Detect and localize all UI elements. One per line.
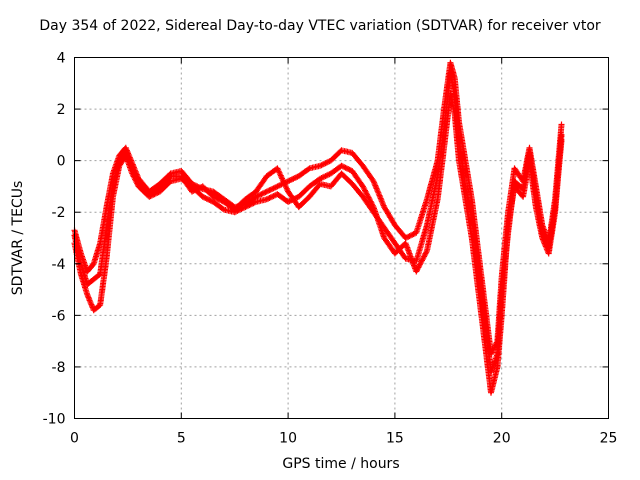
x-axis-label: GPS time / hours (282, 456, 400, 472)
series-track-c (71, 70, 565, 376)
y-tick-label: -8 (52, 360, 66, 376)
data-point (215, 196, 222, 203)
data-points (71, 59, 565, 396)
data-point (323, 159, 330, 166)
y-axis-label: SDTVAR / TECUs (10, 180, 26, 296)
data-point (558, 137, 565, 143)
x-tick-label: 15 (386, 431, 404, 447)
axis-ticks: -10 -8 -6 -4 -2 0 2 4 0 5 10 15 20 25 (43, 51, 618, 447)
data-point (342, 164, 349, 171)
data-point (213, 195, 219, 201)
y-tick-label: -2 (52, 205, 66, 221)
data-point (406, 233, 413, 240)
data-point (323, 172, 330, 179)
y-tick-label: -4 (52, 257, 66, 273)
data-point (258, 191, 265, 198)
y-tick-label: 4 (57, 51, 66, 67)
x-tick-label: 10 (279, 431, 297, 447)
x-tick-label: 25 (600, 431, 618, 447)
x-tick-label: 20 (493, 431, 511, 447)
data-point (242, 204, 249, 211)
data-point (205, 196, 211, 203)
y-tick-label: 2 (57, 102, 66, 118)
x-tick-label: 5 (177, 431, 186, 447)
y-tick-label: -10 (43, 412, 66, 428)
chart-title: Day 354 of 2022, Sidereal Day-to-day VTE… (39, 18, 601, 34)
data-point (250, 200, 257, 207)
x-tick-label: 0 (70, 431, 79, 447)
series-track-a (71, 59, 565, 357)
y-tick-label: 0 (57, 154, 66, 170)
grid-lines (74, 57, 609, 419)
data-point (193, 186, 199, 193)
plot-frame (74, 57, 609, 419)
data-point (558, 131, 565, 138)
data-point (189, 188, 195, 195)
y-tick-label: -6 (52, 308, 66, 324)
data-point (558, 121, 565, 128)
data-point (305, 166, 312, 173)
data-point (273, 184, 280, 191)
data-point (219, 205, 226, 212)
